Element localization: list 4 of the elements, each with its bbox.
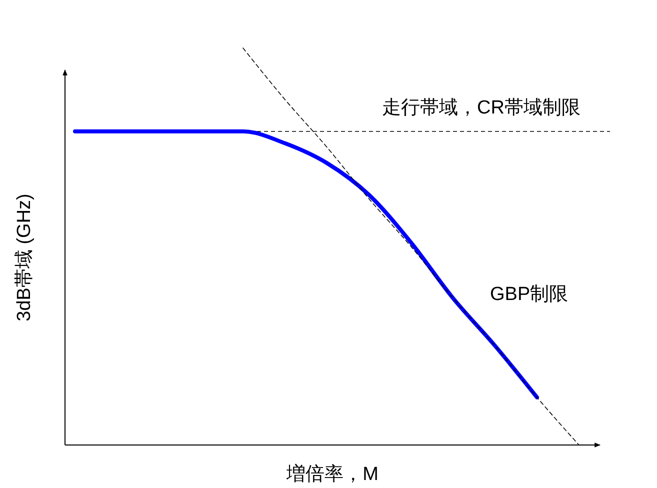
y-axis-title: 3dB帯域 (GHz)	[14, 194, 35, 322]
annotation: GBP制限	[490, 284, 568, 305]
x-axis-title: 増倍率，M	[286, 463, 378, 485]
ref-line-label: 走行帯域，CR帯域制限	[382, 97, 580, 118]
